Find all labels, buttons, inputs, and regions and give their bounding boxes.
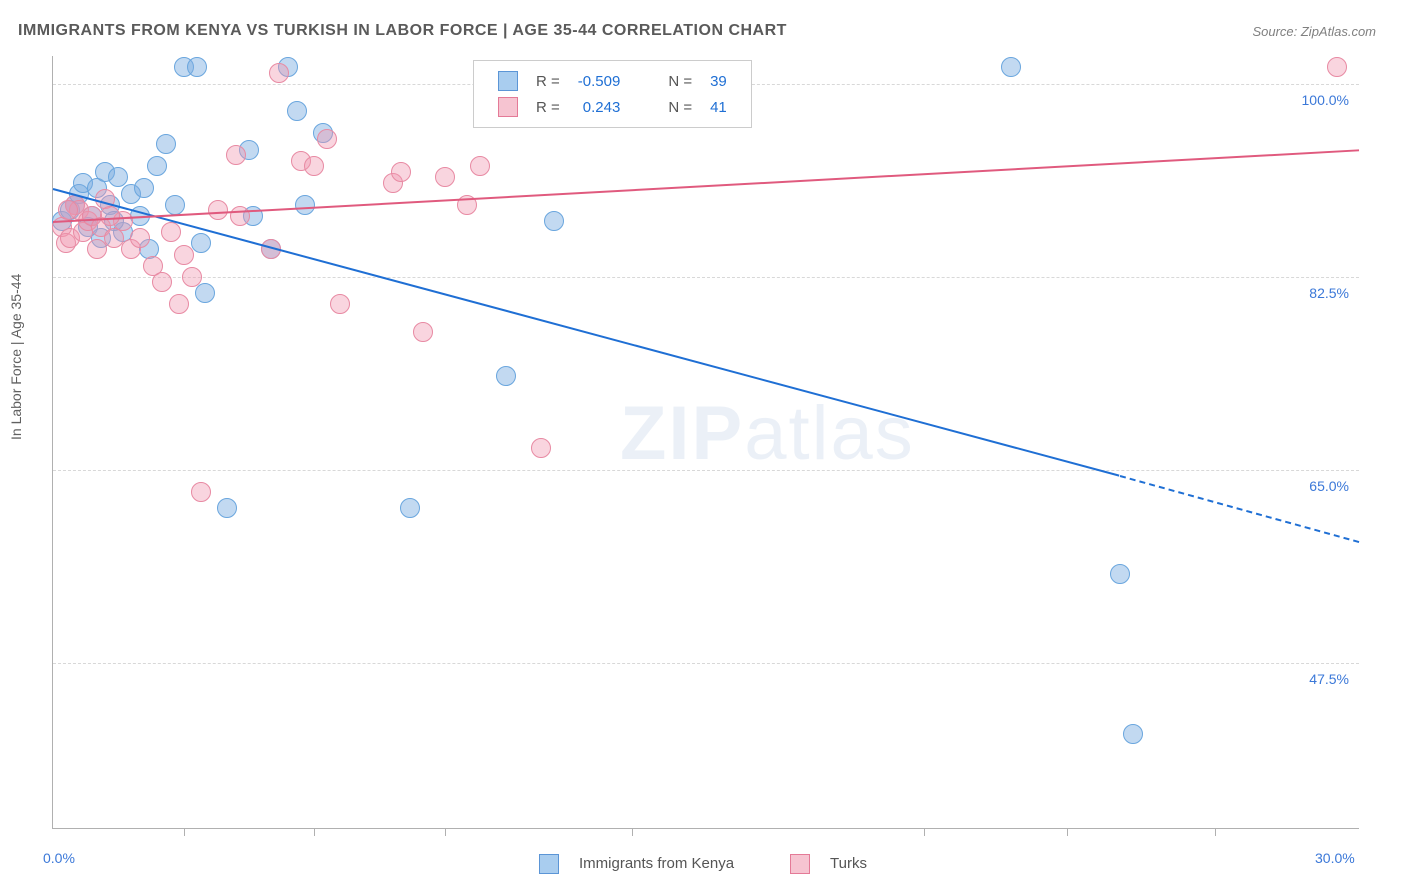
legend-r-label: R = (528, 95, 568, 119)
scatter-point (169, 294, 189, 314)
scatter-point (1001, 57, 1021, 77)
scatter-point (130, 228, 150, 248)
y-tick-label: 47.5% (1289, 671, 1349, 687)
y-tick-label: 100.0% (1289, 92, 1349, 108)
scatter-point (147, 156, 167, 176)
scatter-point (187, 57, 207, 77)
scatter-point (269, 63, 289, 83)
legend-r-label: R = (528, 69, 568, 93)
scatter-point (400, 498, 420, 518)
legend-item-label: Turks (830, 855, 867, 872)
scatter-point (174, 245, 194, 265)
scatter-point (391, 162, 411, 182)
legend-item: Turks (776, 855, 881, 872)
x-tick (924, 828, 925, 836)
y-tick-label: 82.5% (1289, 285, 1349, 301)
scatter-point (413, 322, 433, 342)
legend-swatch (790, 854, 810, 874)
x-tick (632, 828, 633, 836)
legend-n-label: N = (660, 95, 700, 119)
scatter-point (287, 101, 307, 121)
scatter-point (191, 482, 211, 502)
legend-swatch (539, 854, 559, 874)
scatter-point (58, 200, 78, 220)
legend-r-value: -0.509 (570, 69, 629, 93)
scatter-point (544, 211, 564, 231)
scatter-point (226, 145, 246, 165)
gridline (53, 277, 1359, 278)
scatter-point (87, 239, 107, 259)
gridline (53, 470, 1359, 471)
scatter-point (1123, 724, 1143, 744)
scatter-point (496, 366, 516, 386)
legend-n-value: 39 (702, 69, 735, 93)
trend-line (53, 188, 1120, 477)
scatter-point (156, 134, 176, 154)
scatter-point (304, 156, 324, 176)
chart-title: IMMIGRANTS FROM KENYA VS TURKISH IN LABO… (18, 22, 787, 40)
scatter-point (100, 206, 120, 226)
scatter-point (208, 200, 228, 220)
scatter-point (330, 294, 350, 314)
scatter-point (195, 283, 215, 303)
scatter-point (435, 167, 455, 187)
x-tick (445, 828, 446, 836)
y-axis-label: In Labor Force | Age 35-44 (8, 274, 24, 440)
legend-n-label: N = (660, 69, 700, 93)
legend-swatch (498, 71, 518, 91)
legend-swatch (498, 97, 518, 117)
scatter-point (182, 267, 202, 287)
gridline (53, 663, 1359, 664)
scatter-point (134, 178, 154, 198)
plot-area: 100.0%82.5%65.0%47.5%0.0%30.0%R =-0.509N… (52, 56, 1359, 829)
x-tick (314, 828, 315, 836)
legend-item: Immigrants from Kenya (525, 855, 748, 872)
legend-r-value: 0.243 (570, 95, 629, 119)
scatter-point (165, 195, 185, 215)
scatter-point (230, 206, 250, 226)
x-tick (184, 828, 185, 836)
scatter-point (161, 222, 181, 242)
scatter-point (295, 195, 315, 215)
scatter-point (317, 129, 337, 149)
scatter-point (1110, 564, 1130, 584)
scatter-point (191, 233, 211, 253)
scatter-point (531, 438, 551, 458)
correlation-legend: R =-0.509 N =39 R =0.243 N =41 (473, 60, 752, 128)
x-tick (1215, 828, 1216, 836)
legend-bottom: Immigrants from Kenya Turks (0, 854, 1406, 874)
scatter-point (1327, 57, 1347, 77)
scatter-point (152, 272, 172, 292)
y-tick-label: 65.0% (1289, 478, 1349, 494)
legend-n-value: 41 (702, 95, 735, 119)
scatter-point (470, 156, 490, 176)
scatter-point (217, 498, 237, 518)
x-tick (1067, 828, 1068, 836)
legend-item-label: Immigrants from Kenya (579, 855, 734, 872)
source-attribution: Source: ZipAtlas.com (1252, 24, 1376, 39)
